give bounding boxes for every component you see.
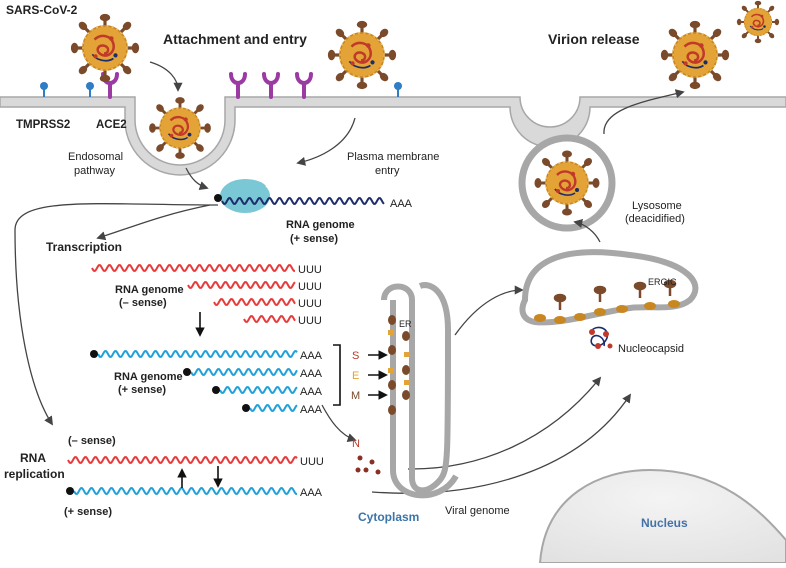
rna-replication-label-2: replication (4, 467, 65, 481)
plus-strand-1-cap (90, 350, 98, 358)
ergic-compartment (519, 249, 699, 326)
lysosome-label-1: Lysosome (632, 200, 682, 212)
aaa-replication: AAA (300, 487, 323, 499)
nucleocapsid-label: Nucleocapsid (618, 343, 684, 355)
rna-genome-plus-top-2: (+ sense) (290, 233, 338, 245)
n-protein-dots (355, 455, 381, 475)
rna-genome-plus-label-2: (+ sense) (118, 384, 166, 396)
aaa-2: AAA (300, 368, 323, 380)
virus-endosome-icon (147, 95, 213, 161)
aaa-3: AAA (300, 386, 323, 398)
endosomal-pathway-label-1: Endosomal (68, 151, 123, 163)
uuu-2: UUU (298, 281, 322, 293)
ace2-label: ACE2 (96, 119, 127, 131)
nucleus-label: Nucleus (641, 516, 688, 530)
replication-plus-strand (73, 487, 297, 495)
sars-cov-2-label: SARS-CoV-2 (6, 3, 78, 17)
rna-genome-minus-label-1: RNA genome (115, 284, 184, 296)
rna-genome-plus-label-1: RNA genome (114, 371, 183, 383)
replication-plus-strand-cap (66, 487, 74, 495)
nucleocapsid-icon (589, 326, 613, 349)
ace2-receptors (101, 72, 313, 99)
minus-strand-3 (213, 298, 296, 306)
minus-sense-label: (– sense) (68, 435, 116, 447)
lysosome-label-2: (deacidified) (625, 213, 685, 225)
s-protein-label: S (352, 350, 359, 362)
plus-strand-1 (97, 350, 298, 358)
endoplasmic-reticulum (381, 282, 459, 499)
entry-arrows (149, 61, 685, 191)
cytoplasm-label: Cytoplasm (358, 510, 419, 524)
e-protein-label: E (352, 370, 359, 382)
rna-genome-minus-label-2: (– sense) (119, 297, 167, 309)
lysosome-vesicle (518, 134, 616, 232)
m-protein-label: M (351, 390, 360, 402)
rna-genome-plus-top-1: RNA genome (286, 219, 355, 231)
replication-minus-strand (67, 456, 298, 464)
rna-strands (66, 264, 298, 495)
virus-plasma-entry-icon (326, 19, 398, 91)
plus-strand-3-cap (212, 386, 220, 394)
attachment-entry-title: Attachment and entry (163, 31, 307, 47)
minus-strand-2 (187, 281, 296, 289)
incoming-aaa-label: AAA (390, 198, 413, 210)
plus-strand-2-cap (183, 368, 191, 376)
virus-released-small-icon (735, 0, 781, 45)
plus-strand-4 (249, 404, 298, 412)
uuu-1: UUU (298, 264, 322, 276)
black-arrows (177, 312, 388, 488)
plasma-membrane (0, 96, 786, 176)
aaa-1: AAA (300, 350, 323, 362)
plus-strand-4-cap (242, 404, 250, 412)
virus-attaching-icon (69, 12, 141, 84)
virus-released-icon (659, 19, 731, 91)
ergic-label: ERGIC (648, 277, 677, 287)
uuu-3: UUU (298, 298, 322, 310)
minus-strand-4 (243, 315, 296, 323)
uuu-replication: UUU (300, 456, 324, 468)
tmprss2-receptors (40, 82, 402, 97)
plasma-membrane-entry-label-1: Plasma membrane (347, 151, 439, 163)
incoming-rna-genome (214, 179, 385, 213)
endosomal-pathway-label-2: pathway (74, 165, 115, 177)
plus-sense-label: (+ sense) (64, 506, 112, 518)
rna-replication-label-1: RNA (20, 451, 46, 465)
plus-strand-3 (219, 386, 298, 394)
nucleus (538, 468, 786, 564)
uuu-4: UUU (298, 315, 322, 327)
aaa-4: AAA (300, 404, 323, 416)
er-label: ER (399, 319, 412, 329)
virion-release-title: Virion release (548, 31, 640, 47)
plus-strand-2 (190, 368, 298, 376)
process-arrows (14, 203, 632, 494)
plasma-membrane-entry-label-2: entry (375, 165, 400, 177)
n-protein-label: N (352, 438, 360, 450)
tmprss2-label: TMPRSS2 (16, 119, 70, 131)
viral-genome-label: Viral genome (445, 505, 510, 517)
minus-strand-1 (91, 264, 295, 272)
transcription-label: Transcription (46, 240, 122, 254)
